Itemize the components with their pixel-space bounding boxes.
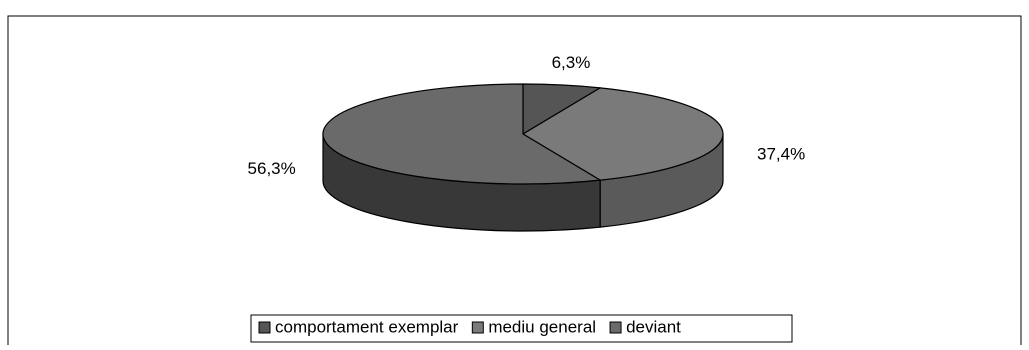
legend: comportament exemplar mediu general devian… — [250, 314, 793, 343]
pie-slice-mediu-general — [522, 87, 724, 181]
pie-group — [322, 83, 724, 232]
legend-label-mediu-general: mediu general — [488, 317, 596, 336]
pie-slice-deviant — [322, 83, 601, 185]
data-label-deviant: 56,3% — [248, 159, 296, 178]
data-label-mediu-general: 37,4% — [757, 145, 805, 164]
legend-swatch-deviant — [609, 321, 622, 334]
legend-swatch-mediu-general — [471, 321, 484, 334]
data-label-comportament-exemplar: 6,3% — [552, 53, 591, 72]
legend-swatch-comportament-exemplar — [258, 321, 271, 334]
data-labels: 6,3% 37,4% 56,3% — [248, 53, 806, 178]
legend-label-comportament-exemplar: comportament exemplar — [275, 317, 459, 336]
legend-label-deviant: deviant — [626, 317, 681, 336]
legend-box — [250, 314, 793, 343]
